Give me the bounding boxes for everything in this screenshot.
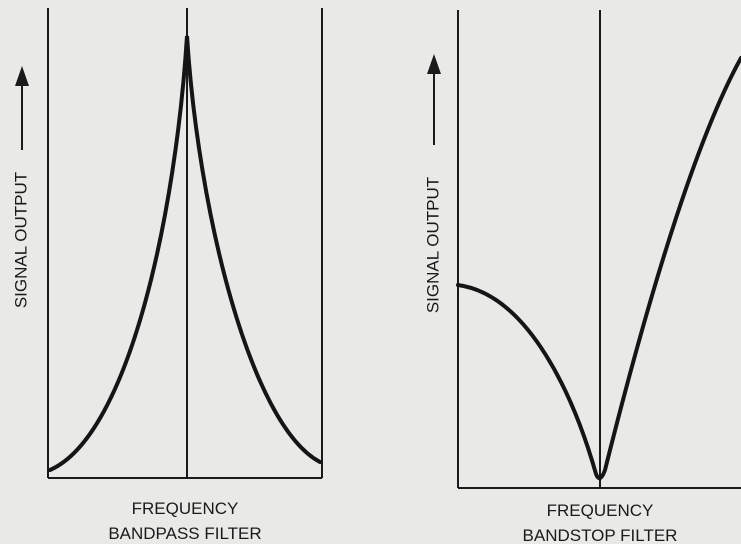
x-label: FREQUENCY bbox=[547, 501, 654, 520]
caption: BANDPASS FILTER bbox=[108, 524, 261, 543]
y-label: SIGNAL OUTPUT bbox=[11, 172, 30, 308]
y-label: SIGNAL OUTPUT bbox=[423, 177, 442, 313]
bandstop-curve bbox=[456, 56, 741, 481]
caption: BANDSTOP FILTER bbox=[523, 526, 678, 544]
bandpass-curve bbox=[48, 35, 322, 472]
bandpass-panel: SIGNAL OUTPUT FREQUENCY BANDPASS FILTER bbox=[11, 8, 323, 543]
y-arrow-head bbox=[427, 54, 441, 74]
x-label: FREQUENCY bbox=[132, 499, 239, 518]
bandstop-panel: SIGNAL OUTPUT FREQUENCY BANDSTOP FILTER bbox=[423, 10, 741, 544]
y-arrow-head bbox=[15, 66, 29, 86]
